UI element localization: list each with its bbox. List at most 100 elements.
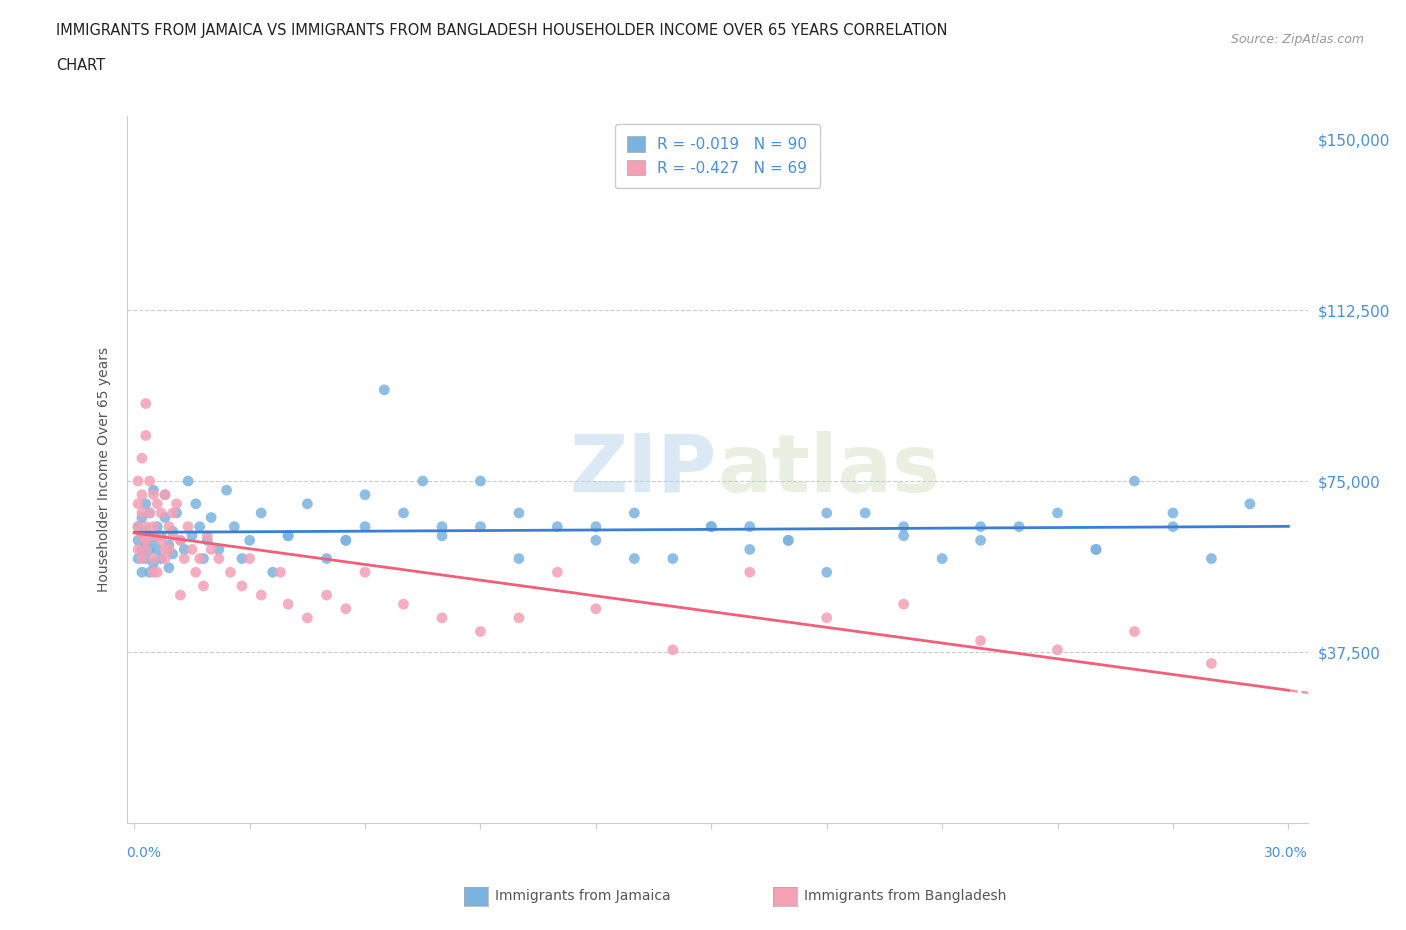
Point [157, 519, 180, 534]
Point [131, 506, 153, 521]
Point [277, 597, 299, 612]
Point [392, 597, 415, 612]
Point [969, 633, 991, 648]
Point [162, 547, 184, 562]
Point [146, 565, 169, 579]
Point [150, 551, 173, 566]
Point [127, 533, 149, 548]
Point [893, 519, 915, 534]
Point [208, 551, 231, 566]
Point [138, 473, 160, 488]
Point [169, 533, 191, 548]
Point [208, 542, 231, 557]
Point [138, 506, 160, 521]
Point [166, 497, 188, 512]
Point [219, 565, 242, 579]
Point [815, 506, 838, 521]
Point [250, 588, 273, 603]
Point [157, 538, 180, 552]
Point [135, 396, 157, 411]
Point [853, 506, 876, 521]
Point [508, 506, 530, 521]
Point [335, 533, 357, 548]
Point [135, 542, 157, 557]
Point [177, 473, 200, 488]
Point [181, 542, 204, 557]
Point [138, 542, 160, 557]
Point [181, 528, 204, 543]
Point [200, 542, 222, 557]
Point [623, 506, 645, 521]
Point [1123, 624, 1146, 639]
Point [188, 551, 211, 566]
Point [153, 542, 176, 557]
Point [250, 506, 273, 521]
Point [778, 533, 800, 548]
Point [585, 533, 607, 548]
Point [146, 497, 169, 512]
Point [127, 519, 149, 534]
Point [150, 506, 173, 521]
Point [623, 551, 645, 566]
Point [546, 565, 568, 579]
Point [127, 542, 149, 557]
Point [142, 565, 165, 579]
Legend: R = -0.019   N = 90, R = -0.427   N = 69: R = -0.019 N = 90, R = -0.427 N = 69 [614, 124, 820, 188]
Point [239, 533, 262, 548]
Point [127, 497, 149, 512]
Point [1046, 506, 1069, 521]
Point [173, 542, 195, 557]
Point [150, 533, 173, 548]
Point [430, 610, 453, 625]
Point [193, 578, 215, 593]
Point [893, 597, 915, 612]
Text: ZIP: ZIP [569, 431, 717, 509]
Point [215, 483, 238, 498]
Point [142, 519, 165, 534]
Point [146, 528, 169, 543]
Point [1201, 551, 1223, 566]
Point [354, 487, 377, 502]
Point [162, 524, 184, 538]
Point [146, 542, 169, 557]
Point [277, 528, 299, 543]
Text: IMMIGRANTS FROM JAMAICA VS IMMIGRANTS FROM BANGLADESH HOUSEHOLDER INCOME OVER 65: IMMIGRANTS FROM JAMAICA VS IMMIGRANTS FR… [56, 23, 948, 38]
Point [184, 497, 207, 512]
Point [354, 565, 377, 579]
Point [412, 473, 434, 488]
Text: Immigrants from Jamaica: Immigrants from Jamaica [495, 888, 671, 903]
Point [1085, 542, 1108, 557]
Point [297, 497, 319, 512]
Point [231, 551, 253, 566]
Point [184, 565, 207, 579]
Point [135, 533, 157, 548]
Point [135, 551, 157, 566]
Text: CHART: CHART [56, 58, 105, 73]
Point [224, 519, 246, 534]
Point [738, 519, 761, 534]
Point [1085, 542, 1108, 557]
Point [177, 519, 200, 534]
Point [153, 510, 176, 525]
Point [131, 528, 153, 543]
Point [157, 542, 180, 557]
Text: 0.0%: 0.0% [127, 846, 162, 860]
Point [430, 519, 453, 534]
Point [135, 519, 157, 534]
Point [142, 487, 165, 502]
Point [150, 528, 173, 543]
Point [131, 451, 153, 466]
Point [470, 473, 492, 488]
Point [138, 565, 160, 579]
Point [142, 533, 165, 548]
Point [700, 519, 723, 534]
Point [470, 519, 492, 534]
Point [135, 538, 157, 552]
Point [146, 519, 169, 534]
Point [738, 542, 761, 557]
Point [127, 519, 149, 534]
Point [700, 519, 723, 534]
Point [508, 551, 530, 566]
Point [138, 506, 160, 521]
Text: Source: ZipAtlas.com: Source: ZipAtlas.com [1230, 33, 1364, 46]
